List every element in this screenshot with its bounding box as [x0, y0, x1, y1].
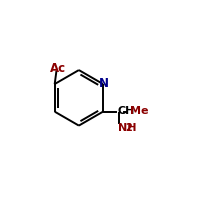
Text: Me: Me	[130, 106, 149, 116]
Text: N: N	[99, 77, 109, 90]
Text: CH: CH	[117, 106, 135, 116]
Text: 2: 2	[126, 123, 132, 133]
Text: Ac: Ac	[50, 62, 66, 75]
Text: NH: NH	[118, 123, 137, 133]
